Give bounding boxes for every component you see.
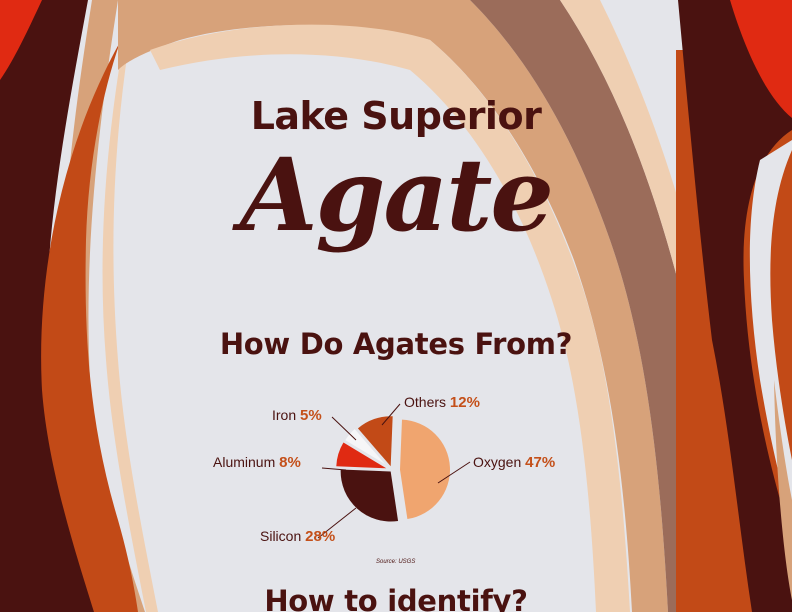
slice-value-silicon: 28% [305,528,335,545]
arc-mocha-band [470,0,722,612]
slice-value-iron: 5% [300,407,322,424]
slice-name-silicon: Silicon [260,528,305,544]
right-gray-band [749,140,792,520]
slice-label-aluminum: Aluminum 8% [213,454,301,471]
pie-slice-silicon [340,469,399,522]
slice-value-aluminum: 8% [279,454,301,471]
slice-label-others: Others 12% [404,394,480,411]
pie-slice-aluminum [336,442,387,469]
leader-line-iron [331,416,357,441]
right-red-corner [730,0,792,118]
slice-label-oxygen: Oxygen 47% [473,454,555,471]
chart-source-note: Source: USGS [376,559,415,565]
pie-slice-others [357,416,393,467]
left-red-corner [0,0,42,80]
section-heading-identify: How to identify? [264,584,528,612]
right-dark-band [678,0,792,612]
section-heading-formation: How Do Agates From? [219,327,573,361]
leader-line-aluminum [321,467,347,471]
slice-name-aluminum: Aluminum [213,454,279,470]
leader-line-silicon [317,507,357,539]
slice-value-others: 12% [450,394,480,411]
slice-name-iron: Iron [272,407,300,423]
leader-line-others [381,403,401,426]
slice-label-silicon: Silicon 28% [260,528,335,545]
left-dark-band [0,0,110,612]
pie-slice-oxygen [399,419,450,520]
title-script-word: Agate [239,136,554,254]
slice-value-oxygen: 47% [525,454,555,471]
arc-cream-band [150,24,630,612]
title-line: Lake Superior [250,94,542,138]
right-peach-strip [774,380,792,600]
leader-line-oxygen [437,461,471,484]
arc-tan-band [118,0,668,612]
left-rust-band [41,42,138,612]
slice-name-others: Others [404,394,450,410]
left-cream-band [102,50,158,612]
slice-label-iron: Iron 5% [272,407,322,424]
slice-name-oxygen: Oxygen [473,454,525,470]
